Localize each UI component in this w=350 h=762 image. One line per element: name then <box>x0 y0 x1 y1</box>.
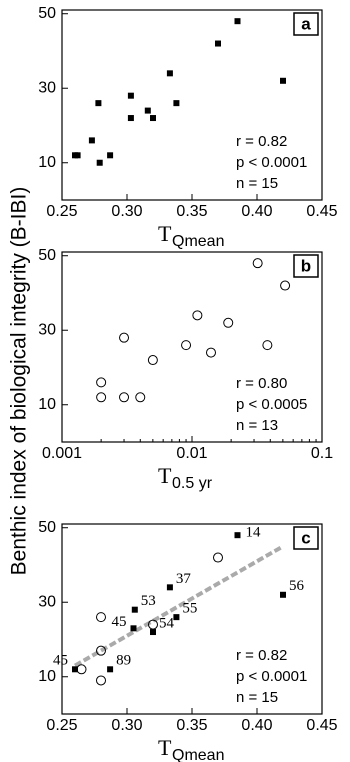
x-tick-label: 0.25 <box>46 717 77 734</box>
x-axis-label: T <box>158 221 172 246</box>
point <box>96 612 106 623</box>
point <box>262 340 273 351</box>
panel-label-box <box>293 254 319 278</box>
y-tick-label: 50 <box>38 519 56 536</box>
point-label: 54 <box>159 615 175 631</box>
panel-label-box <box>293 12 319 36</box>
point <box>166 584 173 591</box>
y-tick-label: 10 <box>38 154 56 171</box>
point-label: 55 <box>182 601 197 617</box>
x-tick-label: 0.30 <box>111 203 142 220</box>
point <box>119 392 130 403</box>
point <box>181 340 192 351</box>
plot-frame <box>61 523 323 715</box>
annotation: r = 0.82 <box>236 133 287 150</box>
point <box>96 159 103 166</box>
point <box>150 115 156 122</box>
point-label: 89 <box>116 653 131 669</box>
point <box>88 137 95 144</box>
point <box>234 18 241 25</box>
point-label: 53 <box>141 593 156 609</box>
point <box>280 280 291 291</box>
point <box>74 152 81 159</box>
point <box>96 377 107 388</box>
point <box>280 77 286 84</box>
point <box>173 614 180 621</box>
point-label: 37 <box>176 571 192 587</box>
point <box>76 664 87 675</box>
point <box>130 625 137 632</box>
x-axis-label-sub: Qmean <box>172 233 224 250</box>
point <box>280 591 286 598</box>
y-tick-label: 50 <box>38 247 56 264</box>
point <box>205 347 216 358</box>
panel-label: a <box>301 14 311 33</box>
point <box>72 666 78 673</box>
panel-label: b <box>301 256 311 275</box>
point <box>131 606 138 613</box>
x-tick-label: 0.25 <box>46 203 77 220</box>
x-tick-label: 0.40 <box>241 203 272 220</box>
point <box>215 40 221 47</box>
y-tick-label: 30 <box>38 593 56 610</box>
x-axis-label-sub: 0.5 yr <box>172 475 213 492</box>
point <box>96 392 107 403</box>
point <box>127 92 134 99</box>
point <box>127 115 134 122</box>
point <box>148 619 158 630</box>
point-label: 56 <box>289 578 305 594</box>
x-tick-label: 0.1 <box>311 445 333 462</box>
point <box>223 317 234 328</box>
point <box>96 645 106 656</box>
point <box>135 392 146 403</box>
point <box>213 552 223 563</box>
point <box>147 355 158 366</box>
y-axis-label: Benthic index of biological integrity (B… <box>8 187 31 576</box>
y-tick-label: 30 <box>38 321 56 338</box>
x-tick-label: 0.45 <box>306 717 337 734</box>
annotation: r = 0.80 <box>236 375 287 392</box>
x-tick-label: 0.35 <box>176 717 207 734</box>
panel-label-box <box>293 526 319 550</box>
annotation: p < 0.0001 <box>236 154 307 171</box>
panel-label: c <box>301 528 310 547</box>
point <box>192 310 203 321</box>
y-tick-label: 10 <box>38 668 56 685</box>
point <box>95 100 102 107</box>
x-axis-label: T <box>158 463 172 488</box>
annotation: n = 15 <box>236 689 278 706</box>
y-tick-label: 50 <box>38 5 56 22</box>
annotation: r = 0.82 <box>236 647 287 664</box>
x-tick-label: 0.35 <box>176 203 207 220</box>
point-label: 14 <box>246 525 262 541</box>
point <box>96 675 106 686</box>
x-tick-label: 0.01 <box>176 445 207 462</box>
x-tick-label: 0.45 <box>306 203 337 220</box>
plot-frame <box>61 251 323 443</box>
x-axis-label-sub: Qmean <box>172 747 224 762</box>
x-tick-label: 0.30 <box>111 717 142 734</box>
annotation: p < 0.0001 <box>236 668 307 685</box>
annotation: n = 15 <box>236 175 278 192</box>
point <box>234 532 241 539</box>
point <box>150 629 156 636</box>
point <box>107 152 114 159</box>
point <box>166 70 173 77</box>
annotation: n = 13 <box>236 417 278 434</box>
x-axis-label: T <box>158 735 172 760</box>
x-tick-label: 0.001 <box>42 445 82 462</box>
point <box>252 258 263 269</box>
y-tick-label: 10 <box>38 396 56 413</box>
point-label: 45 <box>112 614 127 630</box>
point <box>107 666 114 673</box>
y-tick-label: 30 <box>38 79 56 96</box>
point <box>119 332 130 343</box>
annotation: p < 0.0005 <box>236 396 307 413</box>
point <box>173 100 180 107</box>
point-label: 45 <box>53 653 68 669</box>
point <box>144 107 151 114</box>
x-tick-label: 0.40 <box>241 717 272 734</box>
